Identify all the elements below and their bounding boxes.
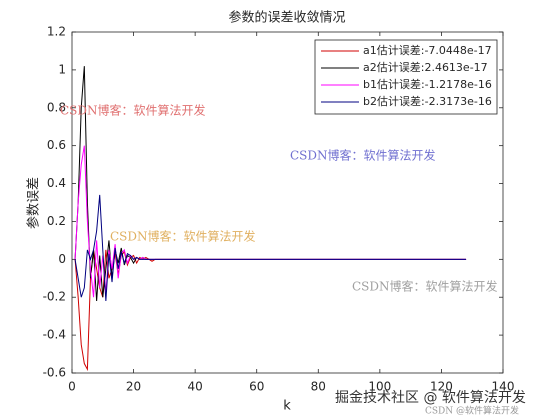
data-line <box>74 194 467 302</box>
x-tick-label: 0 <box>68 380 76 394</box>
chart-title: 参数的误差收敛情况 <box>228 10 345 26</box>
y-tick-label: 1.2 <box>47 25 66 39</box>
y-tick-label: 0.2 <box>47 214 66 228</box>
x-tick-label: 100 <box>368 380 391 394</box>
y-tick-label: 0 <box>58 252 66 266</box>
watermark: CSDN博客：软件算法开发 <box>110 229 256 244</box>
y-tick-label: 0.6 <box>47 138 66 152</box>
x-tick-label: 120 <box>430 380 453 394</box>
y-tick-label: -0.2 <box>43 290 66 304</box>
watermark: CSDN博客：软件算法开发 <box>290 148 436 163</box>
legend-label: b2估计误差:-2.3173e-16 <box>363 94 492 108</box>
watermark: CSDN博客：软件算法开发 <box>60 103 206 118</box>
y-tick-label: -0.4 <box>43 328 66 342</box>
legend-label: b1估计误差:-1.2178e-16 <box>363 77 492 91</box>
x-tick-label: 20 <box>126 380 141 394</box>
watermark: CSDN博客：软件算法开发 <box>352 279 498 294</box>
x-tick-label: 60 <box>249 380 264 394</box>
legend-label: a1估计误差:-7.0448e-17 <box>363 43 492 57</box>
legend-label: a2估计误差:2.4613e-17 <box>363 60 488 74</box>
x-axis-label: k <box>283 399 291 414</box>
y-tick-label: 0.4 <box>47 176 66 190</box>
watermark: CSDN @软件算法开发 <box>425 405 519 417</box>
x-tick-label: 140 <box>492 380 515 394</box>
y-tick-label: -0.6 <box>43 366 66 380</box>
x-tick-label: 80 <box>311 380 326 394</box>
y-axis-label: 参数误差 <box>26 177 42 229</box>
watermark: 掘金技术社区 @ 软件算法开发 <box>335 390 526 406</box>
y-tick-label: 0.8 <box>47 100 66 114</box>
y-tick-label: 1 <box>58 62 66 76</box>
x-tick-label: 40 <box>188 380 203 394</box>
